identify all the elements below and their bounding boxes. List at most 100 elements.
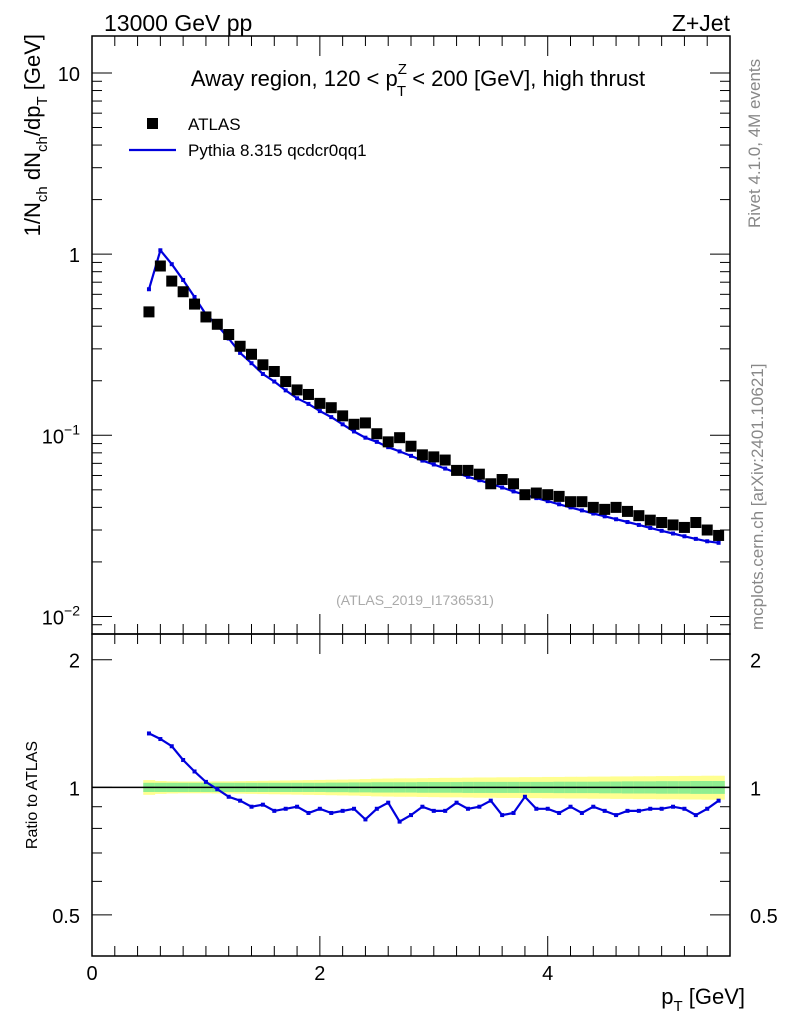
main-y-tick-label: 10−2: [42, 602, 80, 629]
atlas-point: [656, 517, 668, 529]
atlas-point: [382, 436, 394, 448]
atlas-point: [496, 474, 508, 486]
pythia-point: [545, 499, 550, 504]
atlas-point: [325, 402, 337, 414]
ratio-point: [488, 798, 493, 803]
pythia-point: [169, 262, 174, 267]
legend: ATLAS Pythia 8.315 qcdcr0qq1: [129, 115, 367, 160]
ratio-point: [374, 806, 379, 811]
atlas-point: [565, 496, 576, 508]
atlas-point: [701, 524, 713, 536]
atlas-point: [302, 388, 314, 400]
atlas-point: [359, 417, 371, 429]
plot-title: Away region, 120 < pZ T < 200 [GeV], high…: [191, 61, 645, 100]
atlas-point: [337, 410, 349, 422]
ratio-point: [260, 802, 265, 807]
ratio-point: [169, 744, 174, 749]
main-axes: 10 1 10−1 10−2: [42, 36, 731, 635]
ratio-point: [693, 813, 698, 818]
atlas-point: [599, 503, 611, 515]
pythia-point: [648, 525, 653, 530]
ratio-frame: [91, 633, 731, 957]
main-plot-data: [143, 247, 725, 545]
ratio-y-tick-label-right: 0.5: [750, 906, 778, 928]
ratio-point: [465, 806, 470, 811]
pythia-point: [465, 474, 470, 479]
ratio-y-tick-label-left: 1: [69, 778, 80, 800]
pythia-point: [329, 415, 334, 420]
pythia-point: [158, 248, 163, 253]
atlas-point: [690, 517, 702, 529]
pythia-line: [147, 247, 719, 544]
ratio-y-tick-label-right: 1: [750, 778, 761, 800]
atlas-point: [553, 490, 565, 502]
legend-atlas-label: ATLAS: [188, 115, 241, 134]
ratio-point: [522, 794, 527, 799]
atlas-point: [166, 275, 178, 287]
pythia-point: [181, 277, 186, 282]
ratio-point: [329, 810, 334, 815]
ratio-point: [534, 806, 539, 811]
atlas-point: [223, 329, 235, 341]
ratio-point: [579, 810, 584, 815]
pythia-point: [374, 439, 379, 444]
pythia-point: [477, 478, 482, 483]
atlas-point: [416, 449, 428, 461]
ratio-point: [249, 804, 254, 809]
pythia-point: [317, 409, 322, 414]
main-y-tick-label: 10: [58, 64, 80, 86]
atlas-point: [428, 451, 440, 463]
ratio-point: [226, 794, 231, 799]
pythia-point: [557, 502, 562, 507]
ratio-axes: 2 2 1 1 0.5 0.5 0 2 4: [52, 634, 778, 985]
ratio-point: [295, 804, 300, 809]
ratio-point: [397, 819, 402, 824]
ratio-point: [215, 787, 220, 792]
pythia-point: [716, 540, 721, 545]
atlas-point: [542, 489, 554, 501]
atlas-point: [348, 418, 360, 430]
pythia-point: [283, 388, 288, 393]
atlas-point: [485, 478, 497, 490]
x-tick-label: 4: [542, 963, 553, 985]
header-left: 13000 GeV pp: [104, 10, 252, 36]
pythia-point: [602, 514, 607, 519]
pythia-point: [272, 379, 277, 384]
main-panel: 10 1 10−1 10−2 Away region, 120 < pZ T < 200…: [20, 34, 731, 635]
ratio-point: [545, 806, 550, 811]
ratio-point: [420, 804, 425, 809]
atlas-point: [211, 318, 223, 330]
ratio-point: [477, 804, 482, 809]
ratio-point: [568, 804, 573, 809]
pythia-point: [500, 485, 505, 490]
ratio-panel: 2 2 1 1 0.5 0.5 0 2 4 Ratio to ATLAS: [24, 633, 778, 985]
ratio-point: [317, 806, 322, 811]
ratio-point: [625, 808, 630, 813]
main-y-tick-label: 10−1: [42, 421, 80, 448]
atlas-point: [644, 514, 656, 526]
ratio-point: [409, 813, 413, 818]
atlas-point: [394, 432, 406, 444]
pythia-point: [625, 520, 630, 525]
ratio-y-tick-label-left: 2: [69, 651, 80, 673]
pythia-point: [614, 517, 619, 522]
analysis-watermark: (ATLAS_2019_I1736531): [336, 592, 494, 608]
pythia-point: [591, 511, 596, 516]
ratio-point: [340, 808, 345, 813]
ratio-point: [671, 804, 676, 809]
ratio-point: [158, 737, 163, 742]
atlas-point: [371, 428, 383, 440]
pythia-point: [249, 361, 254, 366]
ratio-point: [454, 800, 459, 805]
atlas-point: [633, 510, 645, 522]
pythia-point: [192, 294, 197, 299]
pythia-point: [682, 534, 687, 539]
ratio-point: [591, 804, 596, 809]
pythia-point: [363, 435, 368, 440]
atlas-point: [268, 365, 280, 377]
ratio-point: [682, 806, 687, 811]
ratio-point: [283, 806, 288, 811]
atlas-point: [587, 501, 599, 513]
ratio-point: [192, 769, 197, 774]
pythia-point: [295, 396, 300, 401]
